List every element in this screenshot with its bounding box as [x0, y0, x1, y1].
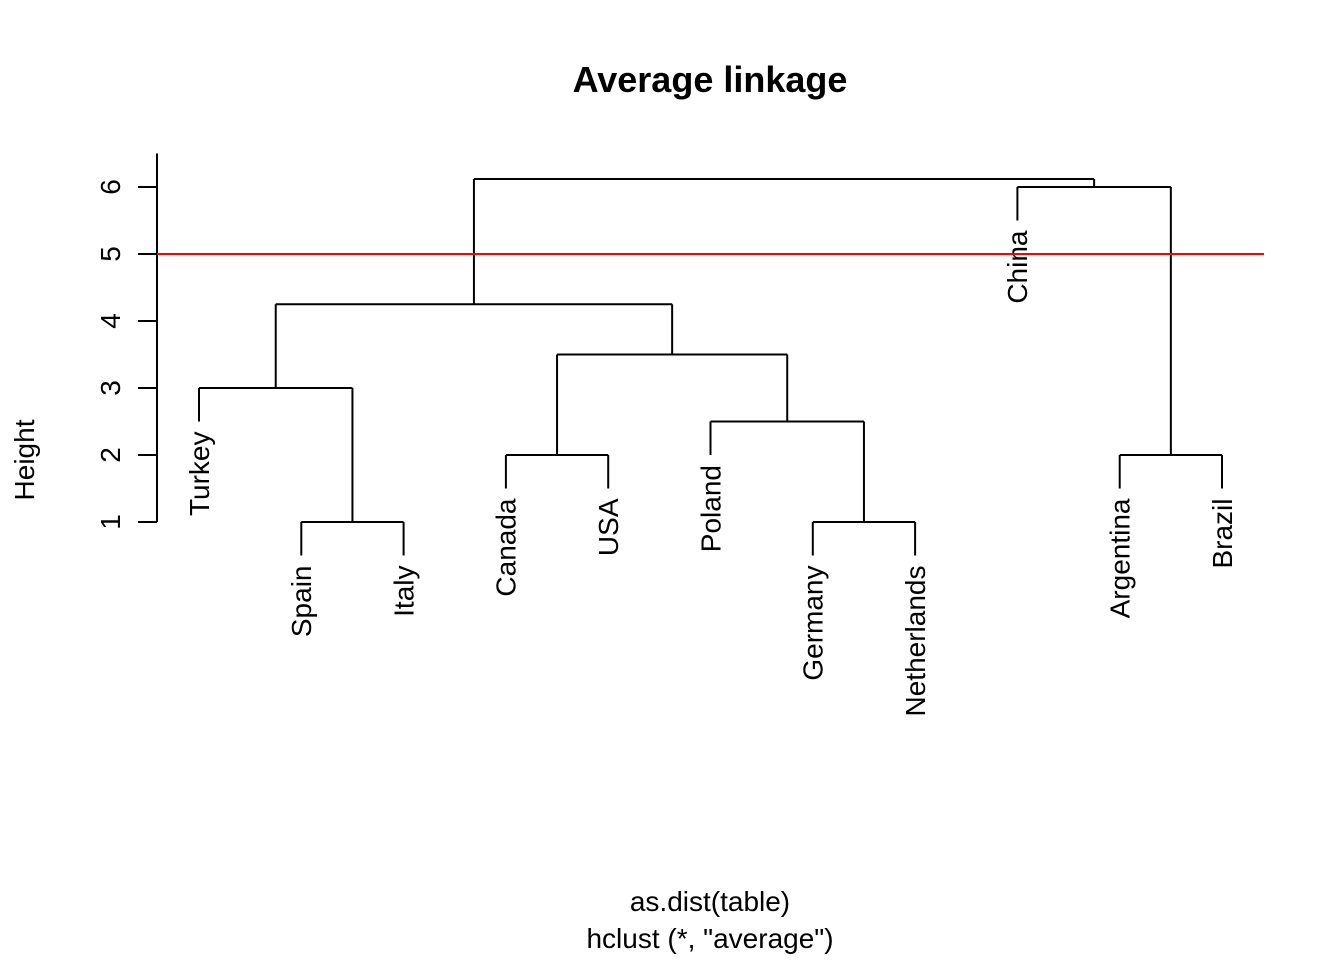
method-subtitle: hclust (*, "average"): [586, 923, 833, 954]
y-tick-label: 6: [95, 179, 126, 195]
leaf-label-argentina: Argentina: [1105, 498, 1136, 618]
y-tick-label: 3: [95, 380, 126, 396]
leaf-label-poland: Poland: [695, 465, 726, 552]
leaf-label-usa: USA: [593, 498, 624, 556]
leaf-label-brazil: Brazil: [1207, 499, 1238, 569]
y-tick-label: 2: [95, 447, 126, 463]
y-tick-label: 1: [95, 514, 126, 530]
y-tick-label: 5: [95, 246, 126, 262]
leaf-label-germany: Germany: [798, 566, 829, 681]
leaf-labels: Turkey Spain Italy Canada USA Poland Germany Ne…: [184, 230, 1238, 716]
chart-title: Average linkage: [573, 59, 848, 100]
leaf-label-turkey: Turkey: [184, 432, 215, 517]
y-axis: 1 2 3 4 5 6: [95, 153, 158, 530]
y-axis-label: Height: [9, 419, 40, 500]
leaf-label-china: China: [1002, 230, 1033, 304]
x-axis-label: as.dist(table): [630, 886, 790, 917]
leaf-label-italy: Italy: [388, 566, 419, 617]
leaf-label-netherlands: Netherlands: [900, 566, 931, 717]
y-tick-label: 4: [95, 313, 126, 329]
leaf-label-spain: Spain: [286, 566, 317, 638]
leaf-label-canada: Canada: [491, 498, 522, 597]
dendrogram-tree: [198, 177, 1223, 556]
